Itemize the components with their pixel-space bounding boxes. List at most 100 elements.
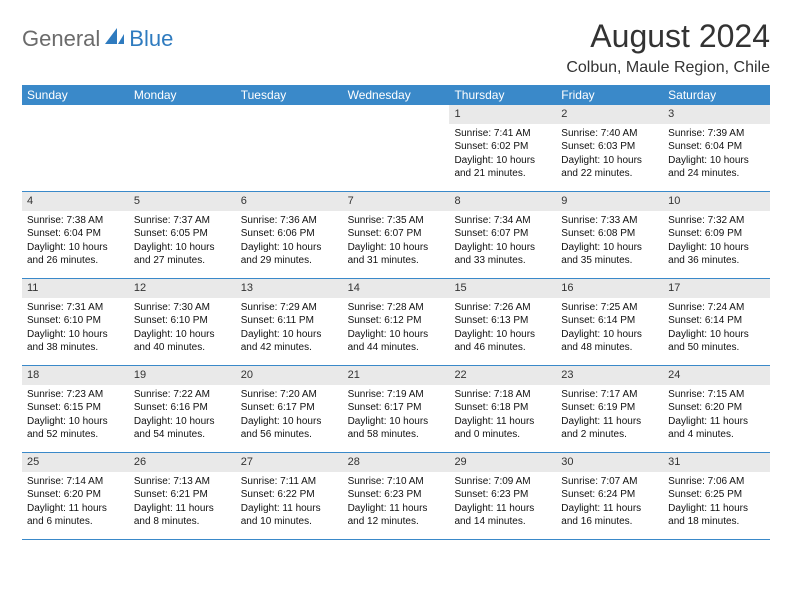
day-body: Sunrise: 7:13 AMSunset: 6:21 PMDaylight:… bbox=[129, 472, 236, 532]
day-number: 24 bbox=[663, 366, 770, 385]
day-cell: 7Sunrise: 7:35 AMSunset: 6:07 PMDaylight… bbox=[343, 192, 450, 278]
daylight-text: Daylight: 11 hours and 18 minutes. bbox=[668, 502, 765, 529]
daylight-text: Daylight: 10 hours and 24 minutes. bbox=[668, 154, 765, 181]
day-body bbox=[236, 124, 343, 130]
day-number: 13 bbox=[236, 279, 343, 298]
day-body: Sunrise: 7:36 AMSunset: 6:06 PMDaylight:… bbox=[236, 211, 343, 271]
day-body: Sunrise: 7:30 AMSunset: 6:10 PMDaylight:… bbox=[129, 298, 236, 358]
daylight-text: Daylight: 10 hours and 58 minutes. bbox=[348, 415, 445, 442]
month-title: August 2024 bbox=[566, 18, 770, 55]
day-number: 30 bbox=[556, 453, 663, 472]
daylight-text: Daylight: 10 hours and 40 minutes. bbox=[134, 328, 231, 355]
day-cell: 13Sunrise: 7:29 AMSunset: 6:11 PMDayligh… bbox=[236, 279, 343, 365]
day-cell: 25Sunrise: 7:14 AMSunset: 6:20 PMDayligh… bbox=[22, 453, 129, 539]
daylight-text: Daylight: 10 hours and 38 minutes. bbox=[27, 328, 124, 355]
sunrise-text: Sunrise: 7:25 AM bbox=[561, 301, 658, 315]
sunset-text: Sunset: 6:23 PM bbox=[348, 488, 445, 502]
sunset-text: Sunset: 6:19 PM bbox=[561, 401, 658, 415]
sunset-text: Sunset: 6:06 PM bbox=[241, 227, 338, 241]
sunset-text: Sunset: 6:10 PM bbox=[27, 314, 124, 328]
day-body bbox=[22, 124, 129, 130]
day-body: Sunrise: 7:39 AMSunset: 6:04 PMDaylight:… bbox=[663, 124, 770, 184]
sunset-text: Sunset: 6:02 PM bbox=[454, 140, 551, 154]
daylight-text: Daylight: 10 hours and 50 minutes. bbox=[668, 328, 765, 355]
sunrise-text: Sunrise: 7:10 AM bbox=[348, 475, 445, 489]
daylight-text: Daylight: 10 hours and 52 minutes. bbox=[27, 415, 124, 442]
sunrise-text: Sunrise: 7:39 AM bbox=[668, 127, 765, 141]
daylight-text: Daylight: 10 hours and 46 minutes. bbox=[454, 328, 551, 355]
day-cell: 23Sunrise: 7:17 AMSunset: 6:19 PMDayligh… bbox=[556, 366, 663, 452]
day-body: Sunrise: 7:10 AMSunset: 6:23 PMDaylight:… bbox=[343, 472, 450, 532]
day-cell: 19Sunrise: 7:22 AMSunset: 6:16 PMDayligh… bbox=[129, 366, 236, 452]
sunset-text: Sunset: 6:25 PM bbox=[668, 488, 765, 502]
day-body: Sunrise: 7:06 AMSunset: 6:25 PMDaylight:… bbox=[663, 472, 770, 532]
day-cell: 10Sunrise: 7:32 AMSunset: 6:09 PMDayligh… bbox=[663, 192, 770, 278]
day-number: 10 bbox=[663, 192, 770, 211]
day-body: Sunrise: 7:37 AMSunset: 6:05 PMDaylight:… bbox=[129, 211, 236, 271]
location-line: Colbun, Maule Region, Chile bbox=[566, 59, 770, 77]
sunrise-text: Sunrise: 7:31 AM bbox=[27, 301, 124, 315]
day-body: Sunrise: 7:35 AMSunset: 6:07 PMDaylight:… bbox=[343, 211, 450, 271]
day-number bbox=[236, 105, 343, 124]
day-body: Sunrise: 7:40 AMSunset: 6:03 PMDaylight:… bbox=[556, 124, 663, 184]
day-number: 26 bbox=[129, 453, 236, 472]
sunset-text: Sunset: 6:18 PM bbox=[454, 401, 551, 415]
day-number bbox=[22, 105, 129, 124]
sunrise-text: Sunrise: 7:13 AM bbox=[134, 475, 231, 489]
sunrise-text: Sunrise: 7:33 AM bbox=[561, 214, 658, 228]
day-cell: 15Sunrise: 7:26 AMSunset: 6:13 PMDayligh… bbox=[449, 279, 556, 365]
sunset-text: Sunset: 6:05 PM bbox=[134, 227, 231, 241]
week-row: 1Sunrise: 7:41 AMSunset: 6:02 PMDaylight… bbox=[22, 105, 770, 192]
day-number: 31 bbox=[663, 453, 770, 472]
sunrise-text: Sunrise: 7:18 AM bbox=[454, 388, 551, 402]
sunset-text: Sunset: 6:11 PM bbox=[241, 314, 338, 328]
sunrise-text: Sunrise: 7:26 AM bbox=[454, 301, 551, 315]
logo-sail-icon bbox=[105, 28, 125, 51]
day-cell: 12Sunrise: 7:30 AMSunset: 6:10 PMDayligh… bbox=[129, 279, 236, 365]
sunrise-text: Sunrise: 7:24 AM bbox=[668, 301, 765, 315]
sunrise-text: Sunrise: 7:20 AM bbox=[241, 388, 338, 402]
sunset-text: Sunset: 6:12 PM bbox=[348, 314, 445, 328]
sunrise-text: Sunrise: 7:22 AM bbox=[134, 388, 231, 402]
day-number: 5 bbox=[129, 192, 236, 211]
day-body: Sunrise: 7:32 AMSunset: 6:09 PMDaylight:… bbox=[663, 211, 770, 271]
day-cell: 24Sunrise: 7:15 AMSunset: 6:20 PMDayligh… bbox=[663, 366, 770, 452]
day-body bbox=[129, 124, 236, 130]
weekday-header: Thursday bbox=[449, 85, 556, 105]
day-cell: 14Sunrise: 7:28 AMSunset: 6:12 PMDayligh… bbox=[343, 279, 450, 365]
day-body: Sunrise: 7:20 AMSunset: 6:17 PMDaylight:… bbox=[236, 385, 343, 445]
day-number: 1 bbox=[449, 105, 556, 124]
sunrise-text: Sunrise: 7:14 AM bbox=[27, 475, 124, 489]
day-number: 21 bbox=[343, 366, 450, 385]
day-body: Sunrise: 7:31 AMSunset: 6:10 PMDaylight:… bbox=[22, 298, 129, 358]
day-body: Sunrise: 7:07 AMSunset: 6:24 PMDaylight:… bbox=[556, 472, 663, 532]
day-cell: 26Sunrise: 7:13 AMSunset: 6:21 PMDayligh… bbox=[129, 453, 236, 539]
day-cell: 21Sunrise: 7:19 AMSunset: 6:17 PMDayligh… bbox=[343, 366, 450, 452]
day-cell: 27Sunrise: 7:11 AMSunset: 6:22 PMDayligh… bbox=[236, 453, 343, 539]
calendar-grid: 1Sunrise: 7:41 AMSunset: 6:02 PMDaylight… bbox=[22, 105, 770, 540]
daylight-text: Daylight: 10 hours and 21 minutes. bbox=[454, 154, 551, 181]
day-number: 18 bbox=[22, 366, 129, 385]
sunset-text: Sunset: 6:23 PM bbox=[454, 488, 551, 502]
day-body: Sunrise: 7:09 AMSunset: 6:23 PMDaylight:… bbox=[449, 472, 556, 532]
sunrise-text: Sunrise: 7:15 AM bbox=[668, 388, 765, 402]
day-body bbox=[343, 124, 450, 130]
daylight-text: Daylight: 10 hours and 29 minutes. bbox=[241, 241, 338, 268]
day-body: Sunrise: 7:14 AMSunset: 6:20 PMDaylight:… bbox=[22, 472, 129, 532]
daylight-text: Daylight: 10 hours and 22 minutes. bbox=[561, 154, 658, 181]
daylight-text: Daylight: 11 hours and 16 minutes. bbox=[561, 502, 658, 529]
day-number bbox=[129, 105, 236, 124]
sunrise-text: Sunrise: 7:11 AM bbox=[241, 475, 338, 489]
day-body: Sunrise: 7:11 AMSunset: 6:22 PMDaylight:… bbox=[236, 472, 343, 532]
day-number: 12 bbox=[129, 279, 236, 298]
day-number: 8 bbox=[449, 192, 556, 211]
day-cell: 11Sunrise: 7:31 AMSunset: 6:10 PMDayligh… bbox=[22, 279, 129, 365]
sunset-text: Sunset: 6:07 PM bbox=[454, 227, 551, 241]
title-block: August 2024 Colbun, Maule Region, Chile bbox=[566, 18, 770, 77]
day-cell: 8Sunrise: 7:34 AMSunset: 6:07 PMDaylight… bbox=[449, 192, 556, 278]
day-cell: 9Sunrise: 7:33 AMSunset: 6:08 PMDaylight… bbox=[556, 192, 663, 278]
sunrise-text: Sunrise: 7:37 AM bbox=[134, 214, 231, 228]
sunrise-text: Sunrise: 7:09 AM bbox=[454, 475, 551, 489]
day-cell: 20Sunrise: 7:20 AMSunset: 6:17 PMDayligh… bbox=[236, 366, 343, 452]
day-cell bbox=[129, 105, 236, 191]
